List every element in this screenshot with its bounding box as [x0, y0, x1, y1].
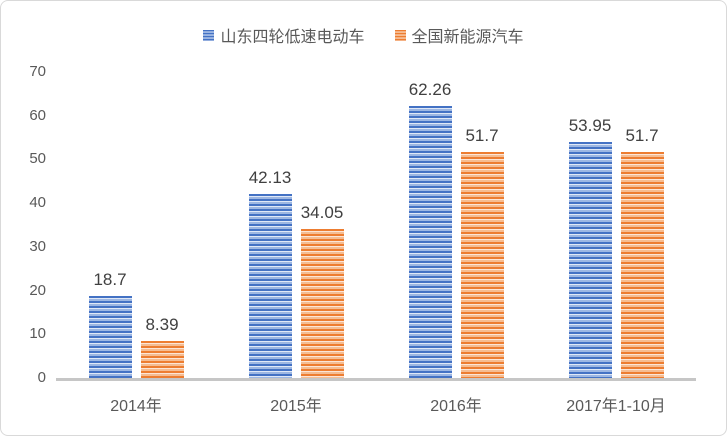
legend-label: 山东四轮低速电动车 [220, 29, 365, 46]
bar-value-label: 53.95 [568, 116, 612, 136]
y-tick-label: 40 [29, 194, 46, 212]
legend-swatch-blue-icon [203, 29, 215, 41]
y-axis: 70 60 50 40 30 20 10 0 [1, 63, 46, 387]
bar-national-2014: 8.39 [140, 315, 184, 378]
bar-value-label: 34.05 [300, 203, 344, 223]
plot-area: 18.7 8.39 42.13 34.05 62.26 51 [56, 72, 696, 381]
bar-value-label: 18.7 [93, 270, 127, 290]
chart-legend: 山东四轮低速电动车 全国新能源汽车 [1, 23, 726, 47]
bar-group-2017: 53.95 51.7 [536, 72, 696, 378]
y-tick-label: 50 [29, 150, 46, 168]
legend-swatch-orange-icon [394, 29, 406, 41]
x-axis-label: 2015年 [270, 398, 322, 415]
bar-value-label: 8.39 [145, 315, 179, 335]
bar-shandong-2015: 42.13 [248, 168, 292, 378]
bar-group-2016: 62.26 51.7 [376, 72, 536, 378]
legend-item-national-nev: 全国新能源汽车 [394, 23, 524, 47]
bar-national-2015: 34.05 [300, 203, 344, 378]
bar-value-label: 51.7 [465, 126, 499, 145]
x-axis: 2014年 2015年 2016年 2017年1-10月 [56, 392, 696, 416]
y-tick-label: 0 [37, 368, 46, 386]
x-axis-label: 2017年1-10月 [566, 398, 666, 415]
legend-item-shandong-lsev: 山东四轮低速电动车 [203, 23, 365, 47]
bar-national-2017: 51.7 [620, 126, 664, 378]
y-tick-label: 20 [29, 281, 46, 299]
x-axis-label: 2016年 [430, 398, 482, 415]
bar-value-label: 51.7 [625, 126, 659, 145]
y-tick-label: 70 [29, 63, 46, 80]
y-tick-label: 10 [29, 325, 46, 343]
bar-groups: 18.7 8.39 42.13 34.05 62.26 51 [56, 72, 696, 378]
x-axis-label: 2014年 [110, 398, 162, 415]
bar-group-2014: 18.7 8.39 [56, 72, 216, 378]
legend-label: 全国新能源汽车 [411, 29, 524, 46]
bar-national-2016: 51.7 [460, 126, 504, 378]
y-tick-label: 30 [29, 237, 46, 255]
bar-value-label: 62.26 [408, 79, 452, 99]
bar-shandong-2016: 62.26 [408, 80, 452, 378]
x-axis-line [56, 378, 696, 381]
bar-group-2015: 42.13 34.05 [216, 72, 376, 378]
y-tick-label: 60 [29, 106, 46, 124]
bar-shandong-2017: 53.95 [568, 116, 612, 378]
bar-value-label: 42.13 [248, 167, 292, 187]
bar-shandong-2014: 18.7 [88, 270, 132, 378]
